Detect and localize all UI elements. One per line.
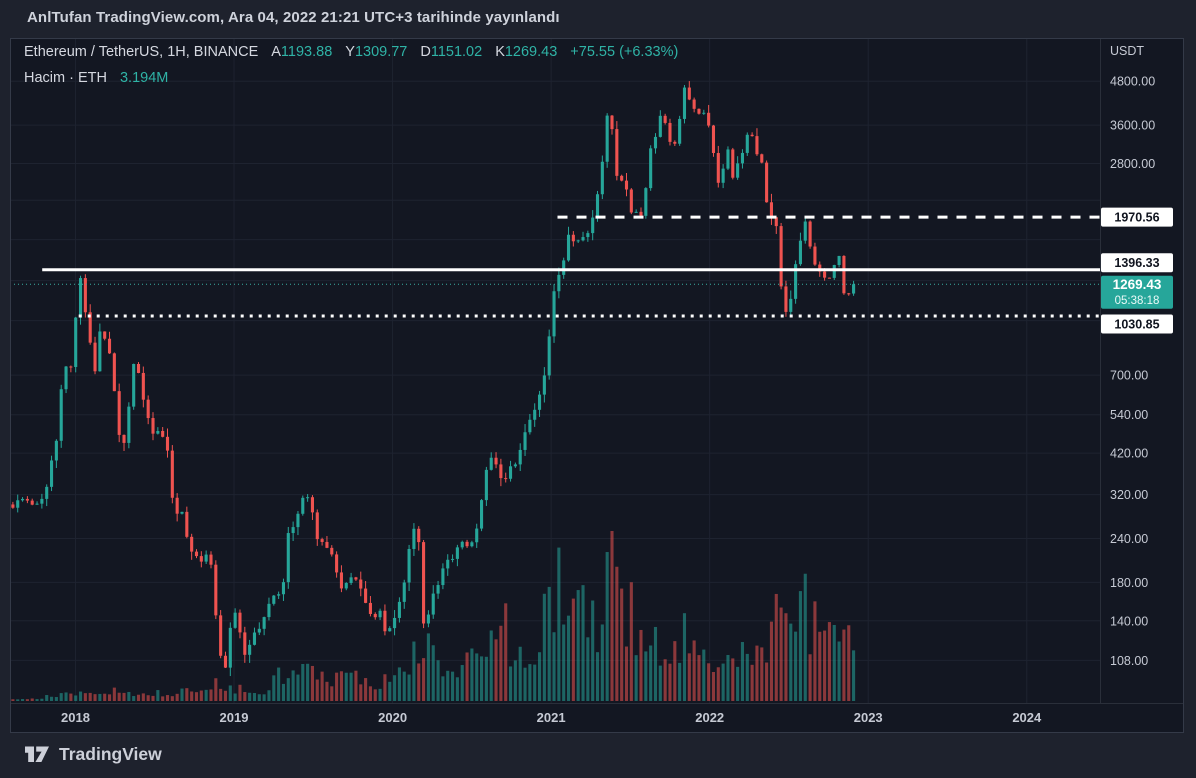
current-price-value: 1269.43 bbox=[1113, 277, 1162, 292]
chart-widget-border bbox=[10, 38, 1184, 733]
price-tick-label: 320.00 bbox=[1110, 488, 1148, 502]
price-tick-label: 540.00 bbox=[1110, 408, 1148, 422]
snapshot-header: AnlTufan TradingView.com, Ara 04, 2022 2… bbox=[27, 9, 560, 26]
price-axis[interactable]: USDT 4800.00 3600.00 2800.00 700.00 540.00 420… bbox=[1110, 44, 1155, 668]
support-solid-line-label: 1396.33 bbox=[1101, 253, 1173, 273]
resistance-dashed-line-label: 1970.56 bbox=[1101, 207, 1173, 227]
price-tick-label: 4800.00 bbox=[1110, 75, 1155, 89]
price-tick-label: 140.00 bbox=[1110, 614, 1148, 628]
chart-plot-area[interactable] bbox=[10, 38, 1100, 703]
legend-symbol-row: Ethereum / TetherUS, 1H, BINANCE A1193.8… bbox=[24, 44, 678, 70]
volume-label[interactable]: Hacim · ETH bbox=[24, 70, 107, 86]
low-value: 1151.02 bbox=[430, 44, 483, 60]
svg-text:1030.85: 1030.85 bbox=[1114, 318, 1159, 332]
time-tick-label: 2020 bbox=[378, 710, 407, 725]
price-axis-hit-area[interactable] bbox=[1100, 38, 1184, 703]
close-value-pair: K1269.43 bbox=[495, 44, 557, 60]
price-tick-label: 108.00 bbox=[1110, 654, 1148, 668]
change-value: +75.55 (+6.33%) bbox=[570, 44, 679, 60]
price-tick-label: 240.00 bbox=[1110, 532, 1148, 546]
low-value-pair: D1151.02 bbox=[420, 44, 482, 60]
svg-text:1970.56: 1970.56 bbox=[1114, 211, 1159, 225]
legend-volume-row: Hacim · ETH 3.194M bbox=[24, 70, 678, 96]
tradingview-wordmark: TradingView bbox=[59, 743, 162, 764]
volume-value: 3.194M bbox=[119, 70, 169, 86]
support-dotted-line-label: 1030.85 bbox=[1101, 314, 1173, 334]
tradingview-logo-icon bbox=[25, 746, 49, 762]
volume-layer bbox=[11, 531, 856, 701]
symbol-title[interactable]: Ethereum / TetherUS, 1H, BINANCE bbox=[24, 44, 259, 60]
time-axis-hit-area[interactable] bbox=[10, 703, 1184, 733]
footer-brand-link[interactable]: TradingView bbox=[24, 743, 162, 765]
price-tick-label: 3600.00 bbox=[1110, 119, 1155, 133]
time-tick-label: 2024 bbox=[1012, 710, 1042, 725]
high-value-pair: Y1309.77 bbox=[345, 44, 407, 60]
publish-text: AnlTufan TradingView.com, Ara 04, 2022 2… bbox=[27, 9, 560, 26]
price-axis-unit-label: USDT bbox=[1110, 44, 1144, 58]
candles-layer bbox=[11, 81, 856, 677]
current-price-label: 1269.43 05:38:18 bbox=[1101, 275, 1173, 309]
close-key: K bbox=[495, 44, 505, 60]
price-tick-label: 180.00 bbox=[1110, 576, 1148, 590]
time-tick-label: 2023 bbox=[854, 710, 883, 725]
chart-legend: Ethereum / TetherUS, 1H, BINANCE A1193.8… bbox=[24, 44, 678, 96]
open-key: A bbox=[271, 44, 281, 60]
time-tick-label: 2018 bbox=[61, 710, 90, 725]
open-value: 1193.88 bbox=[280, 44, 333, 60]
time-tick-label: 2021 bbox=[537, 710, 566, 725]
price-tick-label: 700.00 bbox=[1110, 369, 1148, 383]
time-tick-label: 2019 bbox=[220, 710, 249, 725]
svg-text:1396.33: 1396.33 bbox=[1114, 256, 1159, 270]
bar-countdown: 05:38:18 bbox=[1115, 295, 1160, 307]
close-value: 1269.43 bbox=[504, 44, 558, 60]
time-tick-label: 2022 bbox=[695, 710, 724, 725]
price-tick-label: 2800.00 bbox=[1110, 157, 1155, 171]
time-axis[interactable]: 2018 2019 2020 2021 2022 2023 2024 bbox=[61, 710, 1042, 725]
price-lines-layer bbox=[10, 215, 1100, 318]
low-key: D bbox=[420, 44, 431, 60]
high-key: Y bbox=[345, 44, 355, 60]
open-value-pair: A1193.88 bbox=[271, 44, 332, 60]
chart-widget-background bbox=[10, 38, 1184, 733]
price-tick-label: 420.00 bbox=[1110, 447, 1148, 461]
high-value: 1309.77 bbox=[354, 44, 408, 60]
